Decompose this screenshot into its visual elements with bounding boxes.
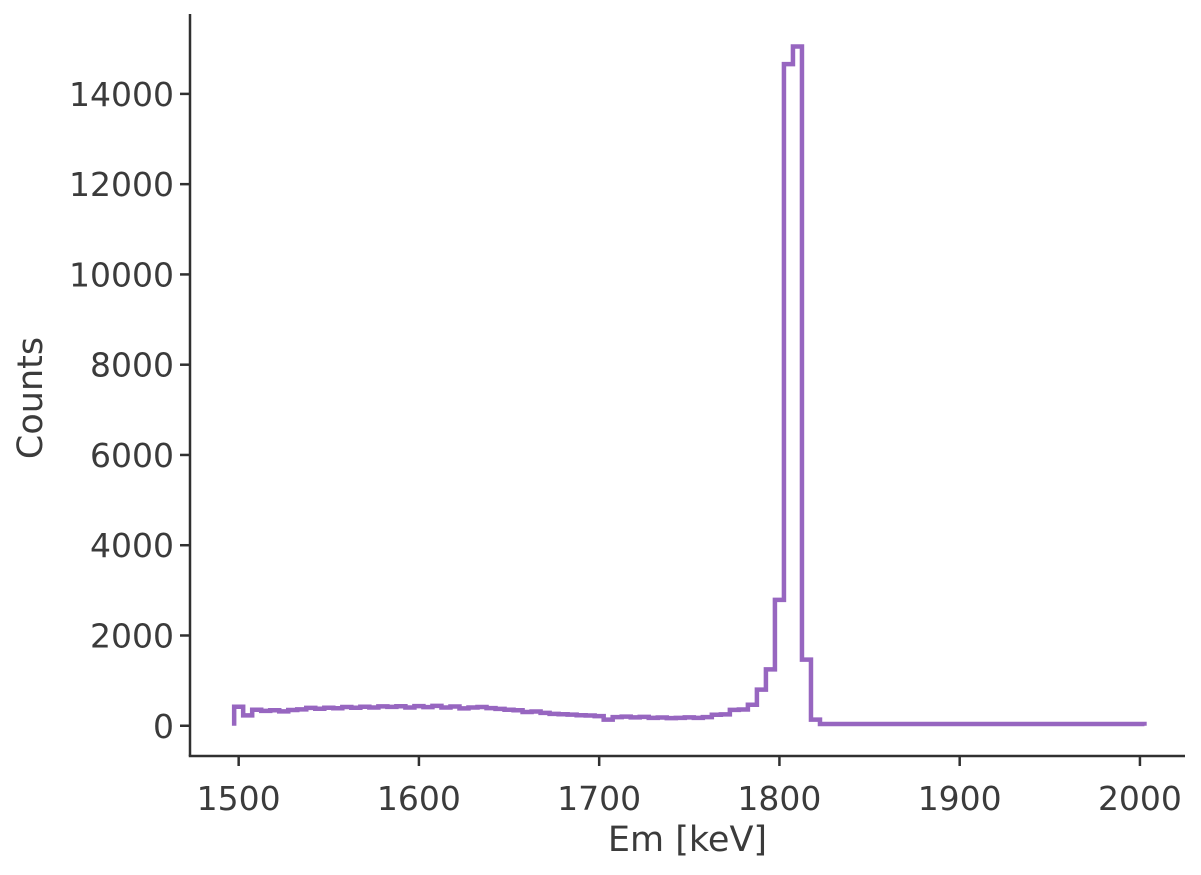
y-tick-label: 6000 <box>90 436 174 475</box>
x-axis-ticks: 1500 1600 1700 1800 1900 2000 <box>197 756 1182 818</box>
x-axis-label: Em [keV] <box>608 820 767 860</box>
y-tick-label: 0 <box>153 707 174 746</box>
spectrum-line <box>231 44 1147 727</box>
y-tick-label: 14000 <box>69 75 174 114</box>
x-tick-label: 1500 <box>197 779 281 818</box>
y-tick-label: 2000 <box>90 616 174 655</box>
y-axis-ticks: 0 2000 4000 6000 8000 10000 12000 14000 <box>69 75 190 746</box>
x-tick-label: 1700 <box>557 779 641 818</box>
y-axis-label: Counts <box>11 337 51 459</box>
y-tick-label: 12000 <box>69 165 174 204</box>
y-tick-label: 8000 <box>90 346 174 385</box>
x-tick-label: 1800 <box>737 779 821 818</box>
x-tick-label: 2000 <box>1098 779 1182 818</box>
x-tick-label: 1900 <box>918 779 1002 818</box>
y-tick-label: 4000 <box>90 526 174 565</box>
x-tick-label: 1600 <box>377 779 461 818</box>
y-tick-label: 10000 <box>69 255 174 294</box>
